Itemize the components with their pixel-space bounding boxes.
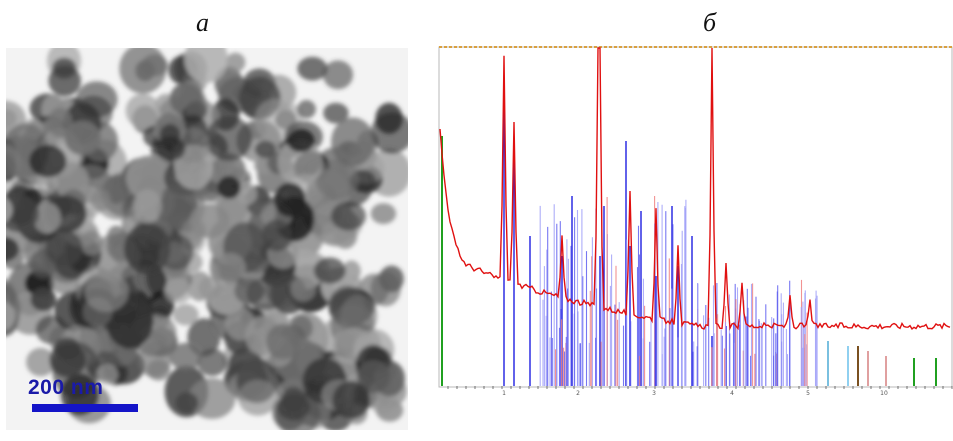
xrd-pattern-curve [439, 47, 951, 331]
x-tick-label: 10 [880, 390, 888, 396]
x-tick-label: 4 [730, 390, 734, 396]
scale-bar [32, 404, 138, 412]
panel-a-label: a [196, 8, 209, 37]
x-tick-label: 5 [806, 390, 810, 396]
tem-micrograph [6, 48, 408, 430]
xrd-pattern-plot: 1 2 3 4 5 10 [438, 46, 953, 396]
x-tick-label: 2 [576, 390, 580, 396]
scale-bar-label: 200 nm [28, 376, 104, 399]
x-tick-label: 3 [652, 390, 656, 396]
plot-frame [438, 46, 953, 388]
x-tick-label: 1 [502, 390, 506, 396]
panel-b-label: б [703, 8, 717, 37]
